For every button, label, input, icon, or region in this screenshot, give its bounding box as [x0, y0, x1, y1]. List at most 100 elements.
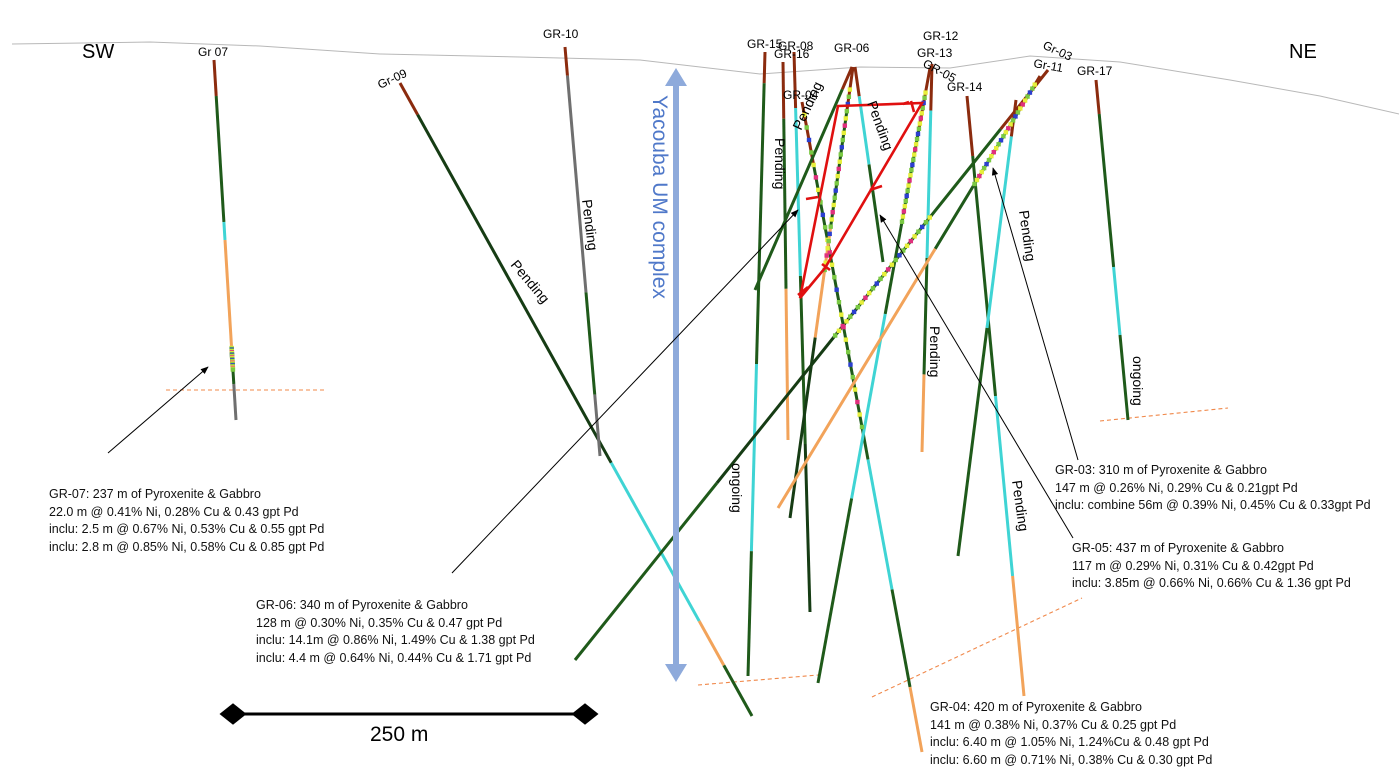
- mineral-interval: [922, 95, 927, 100]
- mineral-interval: [824, 253, 829, 258]
- mineral-interval: [917, 121, 923, 126]
- mineral-interval: [874, 281, 879, 286]
- trace-gr11: [776, 248, 937, 509]
- trace-gr04: [908, 686, 924, 753]
- mineral-interval: [823, 260, 828, 265]
- mineral-interval: [845, 349, 851, 355]
- trace-gr13: [850, 313, 887, 499]
- mineral-interval: [908, 173, 913, 178]
- mineral-interval: [915, 131, 921, 137]
- mineral-interval: [993, 146, 999, 151]
- high-grade-zone: [797, 100, 925, 299]
- mineral-interval: [916, 229, 921, 234]
- mineral-interval: [230, 367, 236, 372]
- intercept-gr07-line: GR-07: 237 m of Pyroxenite & Gabbro: [49, 487, 261, 501]
- mineral-interval: [905, 188, 910, 193]
- trace-gr07: [223, 239, 234, 359]
- mineral-interval: [1032, 82, 1037, 87]
- mineralization-intervals: [229, 82, 1037, 430]
- mineral-interval: [820, 212, 826, 218]
- mineral-interval: [1008, 122, 1013, 127]
- intercept-gr05: GR-05: 437 m of Pyroxenite & Gabbro 117 …: [1072, 540, 1351, 593]
- trace-gr04: [890, 589, 912, 688]
- mineral-interval: [908, 238, 914, 244]
- mineral-interval: [855, 399, 860, 405]
- mineral-interval: [813, 175, 819, 180]
- trace-gr09: [722, 664, 754, 717]
- mineral-interval: [855, 304, 861, 310]
- mineral-interval: [977, 173, 982, 179]
- mineral-interval: [831, 202, 836, 208]
- mineral-interval: [901, 209, 907, 214]
- mineral-interval: [927, 215, 932, 220]
- trace-gr10: [565, 75, 588, 293]
- trace-gr06-b: [867, 164, 885, 263]
- intercept-gr03-line: GR-03: 310 m of Pyroxenite & Gabbro: [1055, 463, 1267, 477]
- mineral-interval: [834, 181, 839, 186]
- trace-gr15: [762, 51, 767, 84]
- mineral-interval: [981, 165, 987, 171]
- trace-gr08: [803, 443, 812, 613]
- mineral-interval: [1003, 130, 1009, 135]
- mineral-interval: [830, 210, 835, 215]
- mineral-interval: [839, 145, 844, 150]
- mineral-interval: [826, 238, 831, 244]
- mineral-interval: [851, 309, 857, 315]
- intercept-gr04-line: GR-04: 420 m of Pyroxenite & Gabbro: [930, 700, 1142, 714]
- leader-gr07: [107, 366, 209, 454]
- mineral-interval: [836, 166, 841, 172]
- status-gr15: Pending: [772, 138, 788, 189]
- mineral-interval: [989, 153, 994, 159]
- mineral-interval: [1001, 134, 1006, 139]
- mineral-interval: [828, 224, 833, 229]
- mineral-interval: [991, 150, 996, 155]
- trace-gr05: [965, 95, 975, 157]
- trace-gr13: [816, 498, 854, 684]
- mineral-interval: [919, 111, 924, 116]
- mineral-interval: [806, 137, 812, 143]
- trace-gr12: [929, 63, 934, 111]
- mineral-interval: [835, 173, 840, 179]
- mineral-interval: [916, 126, 922, 131]
- mineral-interval: [857, 412, 862, 417]
- mineral-interval: [1010, 118, 1016, 123]
- scale-label: 250 m: [370, 723, 428, 746]
- contact-lines: [166, 389, 1229, 698]
- mineral-interval: [832, 195, 837, 200]
- trace-gr15: [749, 363, 758, 552]
- status-gr10: Pending: [579, 198, 601, 251]
- intercept-gr07-line: inclu: 2.8 m @ 0.85% Ni, 0.58% Cu & 0.85…: [49, 539, 325, 554]
- mineral-interval: [838, 152, 843, 157]
- mineral-interval: [986, 157, 992, 163]
- direction-sw: SW: [82, 41, 114, 63]
- trace-gr05: [1011, 575, 1026, 697]
- trace-gr05: [971, 155, 997, 397]
- mineral-interval: [837, 159, 842, 164]
- mineral-interval: [1030, 86, 1035, 91]
- mineral-interval: [920, 105, 925, 111]
- intercept-gr06-line: inclu: 14.1m @ 0.86% Ni, 1.49% Cu & 1.38…: [256, 633, 535, 647]
- trace-gr06-b: [857, 96, 871, 165]
- mineral-interval: [902, 204, 908, 209]
- mineral-interval: [834, 287, 839, 292]
- mineral-interval: [909, 167, 914, 173]
- mineral-interval: [882, 271, 887, 277]
- contact-line-ne: [1099, 407, 1229, 422]
- mineral-interval: [829, 262, 835, 267]
- mineral-interval: [827, 250, 832, 255]
- trace-gr04: [866, 459, 894, 590]
- status-gr09: Pending: [508, 257, 553, 307]
- mineral-interval: [974, 177, 980, 183]
- mineral-interval: [816, 187, 821, 193]
- trace-gr14: [985, 136, 1013, 329]
- status-gr12: Pending: [927, 326, 943, 377]
- status-labels: Pending Pending Pending Pending Pending …: [508, 79, 1146, 532]
- mineral-interval: [893, 257, 898, 263]
- mineral-interval: [907, 178, 912, 183]
- intercept-gr07: GR-07: 237 m of Pyroxenite & Gabbro 22.0…: [49, 486, 324, 556]
- mineral-interval: [859, 424, 865, 430]
- mineral-interval: [840, 137, 845, 143]
- mineral-interval: [912, 147, 918, 152]
- intercept-gr06: GR-06: 340 m of Pyroxenite & Gabbro 128 …: [256, 597, 535, 667]
- mineral-interval: [843, 337, 849, 342]
